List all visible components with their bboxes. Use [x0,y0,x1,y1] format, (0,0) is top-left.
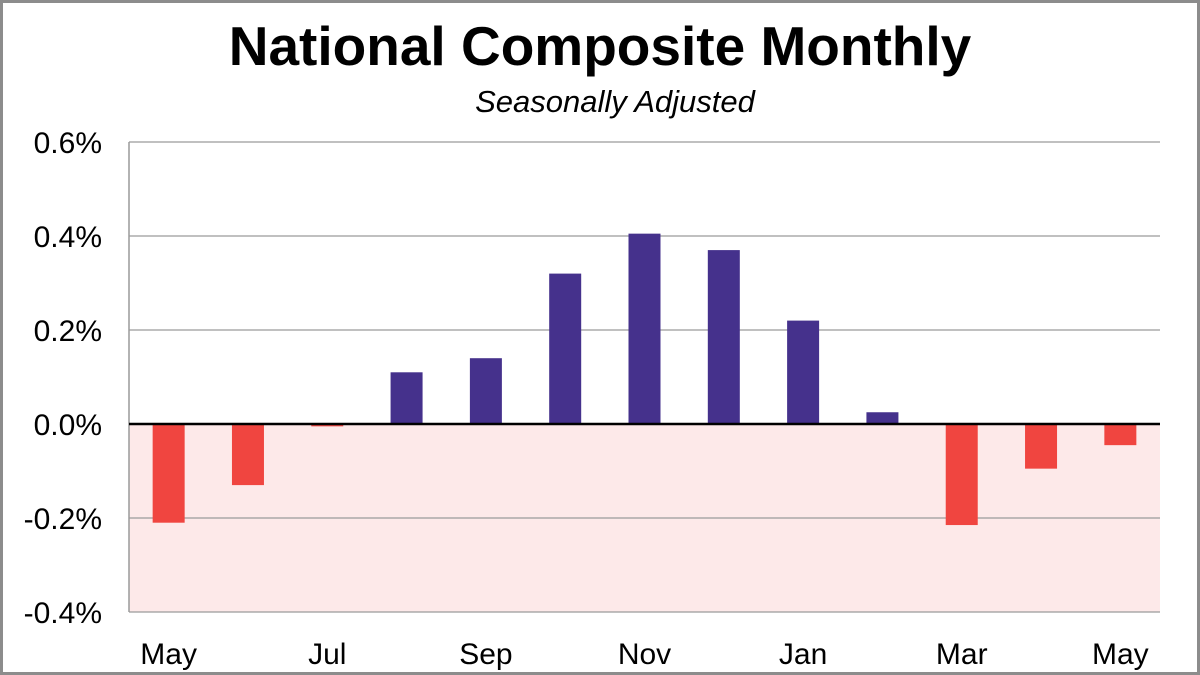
y-tick-label: 0.0% [34,409,102,442]
x-tick-label: May [140,638,197,671]
bar-mar-10 [945,424,978,526]
bar-nov-6 [628,233,661,424]
x-tick-label: Mar [936,638,988,671]
y-tick-label: 0.6% [34,127,102,160]
bar-apr-11 [1025,424,1058,469]
bar-feb-9 [866,412,899,424]
bar-dec-7 [707,250,740,424]
x-tick-label: Jan [779,638,827,671]
bar-oct-5 [549,273,582,424]
bar-may-12 [1104,424,1137,446]
x-tick-label: Nov [618,638,671,671]
y-tick-label: -0.4% [24,597,102,630]
y-tick-label: 0.4% [34,221,102,254]
bar-sep-4 [469,358,502,424]
bar-jan-8 [787,320,820,424]
chart-subtitle: Seasonally Adjusted [475,84,755,119]
y-tick-label: 0.2% [34,315,102,348]
x-tick-label: Jul [308,638,346,671]
bar-jun-1 [231,424,264,486]
x-tick-label: May [1092,638,1149,671]
chart-title: National Composite Monthly [228,15,972,77]
bar-aug-3 [390,372,423,424]
y-tick-label: -0.2% [24,503,102,536]
bar-may-0 [152,424,185,523]
x-tick-label: Sep [459,638,512,671]
